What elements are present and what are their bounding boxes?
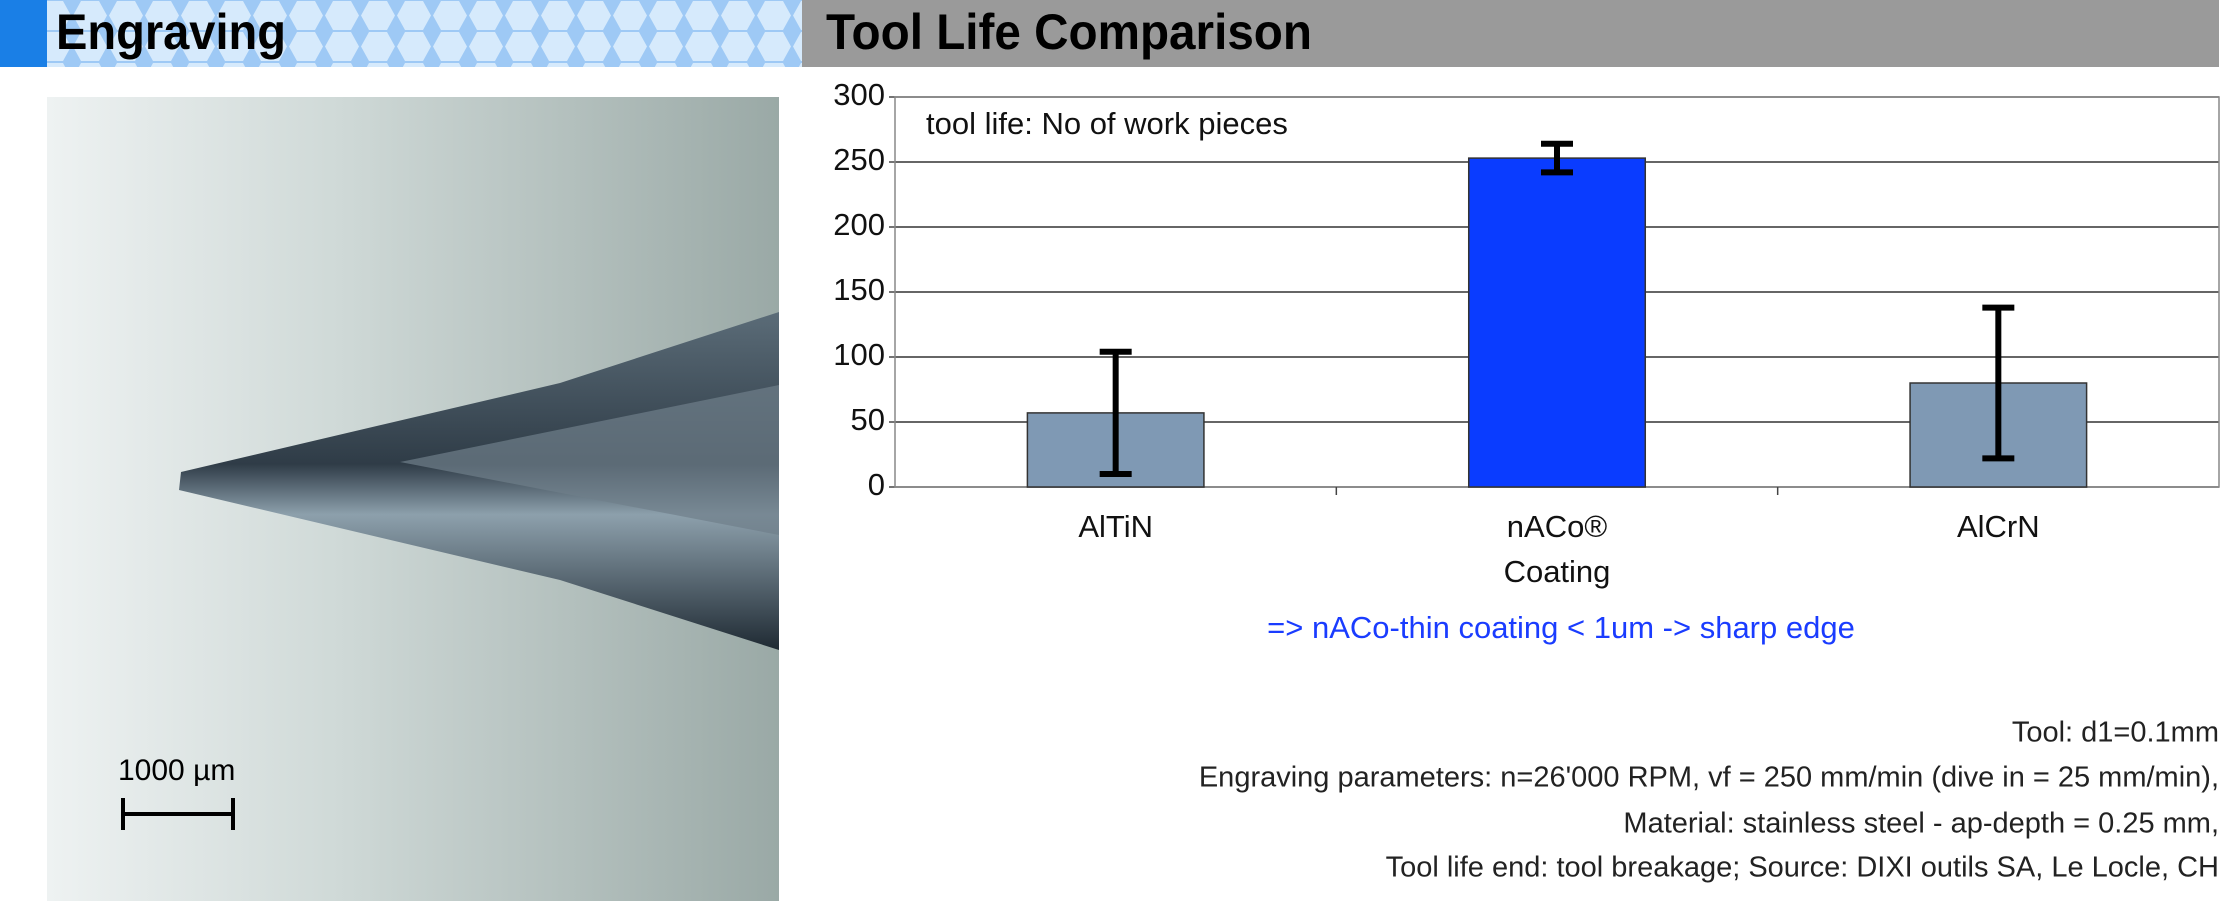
header-left	[47, 0, 802, 67]
y-tick-label: 50	[851, 402, 885, 437]
bar	[1467, 157, 1647, 488]
chart-title: Tool Life Comparison	[826, 4, 1312, 60]
footnote: Material: stainless steel - ap-depth = 0…	[1623, 808, 2219, 840]
error-bar	[1099, 348, 1132, 477]
y-tick-label: 300	[833, 77, 885, 112]
x-tick-label: AlTiN	[1078, 509, 1153, 544]
y-tick-label: 150	[833, 272, 885, 307]
error-bar	[1982, 304, 2015, 462]
y-tick-label: 250	[833, 142, 885, 177]
note: => nACo-thin coating < 1um -> sharp edge	[1267, 610, 1855, 645]
y-tick-label: 100	[833, 337, 885, 372]
header-marker	[0, 0, 47, 67]
header-right	[802, 0, 2219, 67]
photo: 1000 µm	[47, 97, 779, 901]
y-tick-label: 0	[868, 467, 885, 502]
error-bar	[1541, 140, 1573, 176]
footnote: Tool life end: tool breakage; Source: DI…	[1386, 852, 2219, 884]
footnote: Tool: d1=0.1mm	[2012, 717, 2219, 749]
y-tick-label: 200	[833, 207, 885, 242]
section-title: Engraving	[56, 4, 286, 60]
x-tick-label: nACo® Coating	[1504, 509, 1611, 589]
annotation: tool life: No of work pieces	[926, 106, 1288, 141]
tool-tip	[179, 312, 779, 650]
tool-facet	[400, 385, 779, 535]
footnote: Engraving parameters: n=26'000 RPM, vf =…	[1199, 762, 2219, 794]
x-tick-label: AlCrN	[1957, 509, 2040, 544]
scale-label: 1000 µm	[118, 754, 235, 787]
